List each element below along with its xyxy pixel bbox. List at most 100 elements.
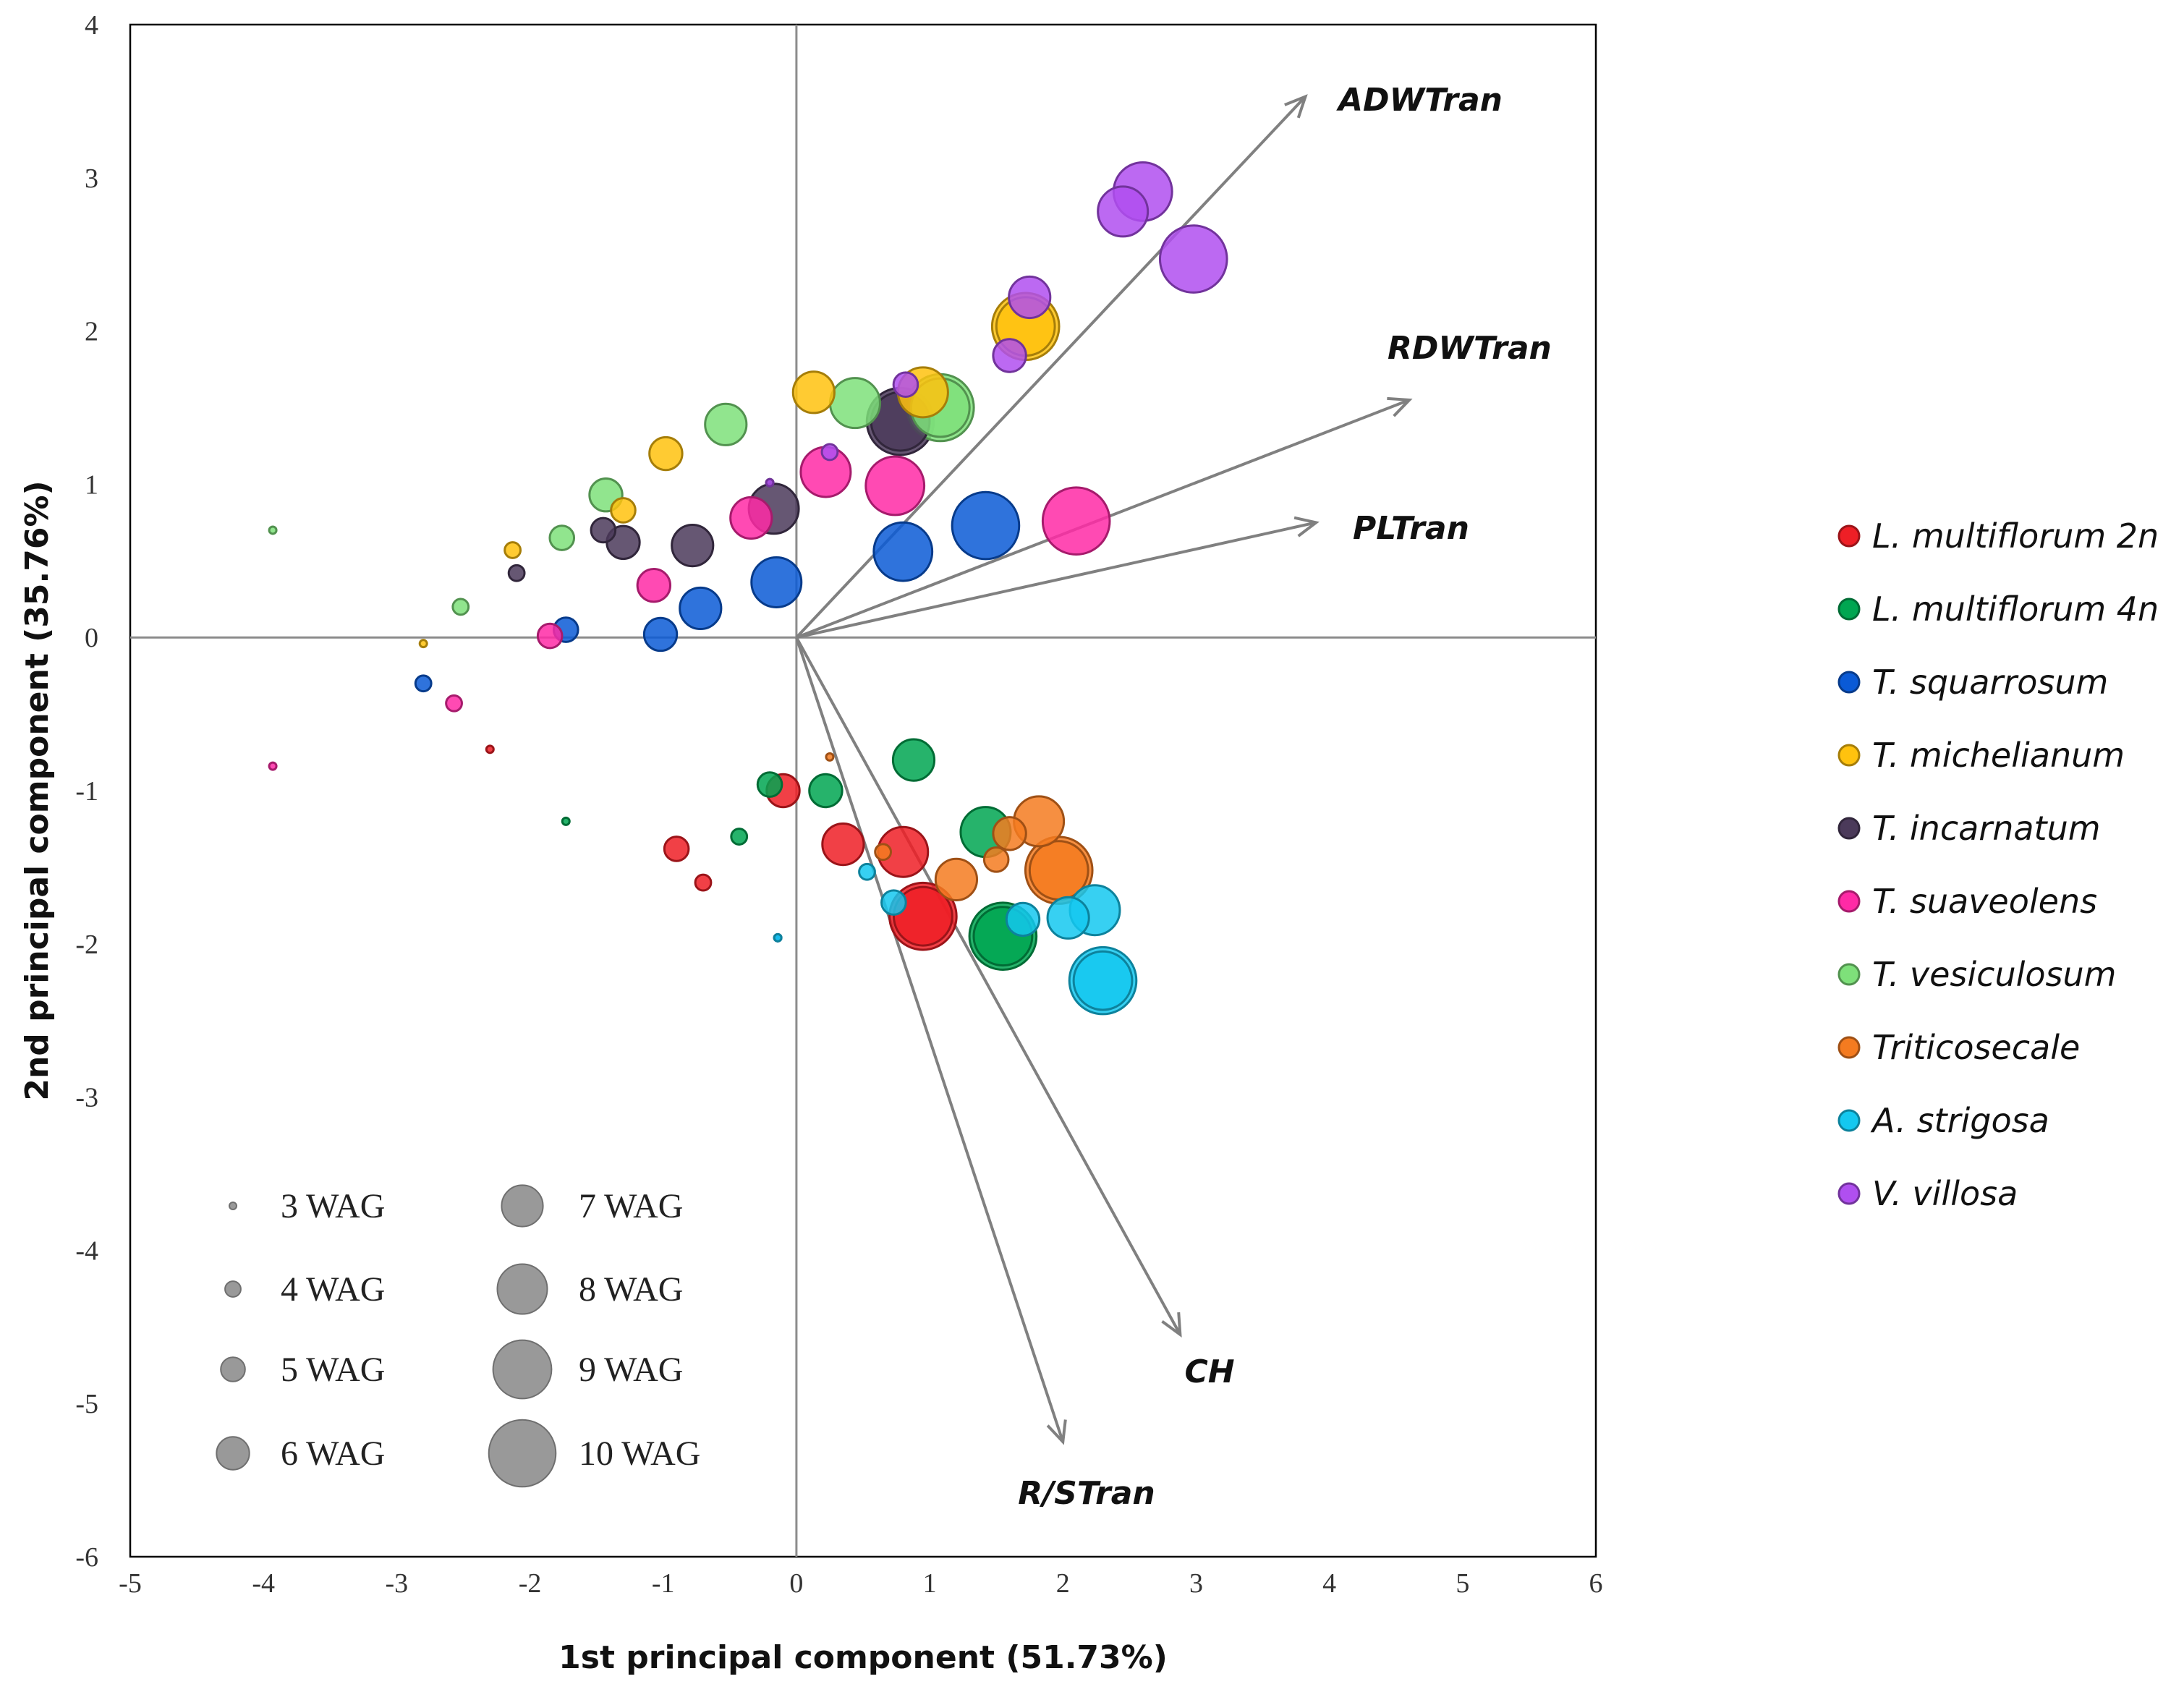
x-tick-label: 6 xyxy=(1589,1568,1603,1599)
legend-marker-triticosecale xyxy=(1837,1036,1861,1059)
size-legend-marker-3-wag xyxy=(229,1202,237,1210)
point-triticosecale-7-wag xyxy=(934,857,979,901)
y-tick-label: -2 xyxy=(75,930,98,960)
point-t-incarnatum-4-wag xyxy=(507,564,526,582)
legend-label-t-michelianum: T. michelianum xyxy=(1872,736,2125,775)
x-tick-label: -4 xyxy=(252,1568,275,1599)
plot-frame xyxy=(129,23,1597,1558)
point-t-squarrosum-9-wag xyxy=(872,521,934,582)
y-tick-label: 0 xyxy=(85,623,98,653)
vector-ch xyxy=(795,637,1182,1338)
point-t-michelianum-6-wag xyxy=(648,435,684,472)
legend-marker-t-incarnatum xyxy=(1837,817,1861,840)
point-v-villosa-4-wag xyxy=(820,443,839,462)
point-t-vesiculosum-7-wag xyxy=(704,402,748,446)
point-t-suaveolens-3-wag xyxy=(268,761,278,771)
vector-label-ch: CH xyxy=(1184,1353,1234,1390)
x-tick-labels: -5 -4 -3 -2 -1 0 1 2 3 4 5 6 xyxy=(119,1568,1602,1599)
point-l-multiflorum-2n-7-wag xyxy=(821,822,865,867)
point-v-villosa-8-wag xyxy=(1097,185,1150,238)
point-a-strigosa-3-wag xyxy=(773,932,783,943)
y-axis-label: 2nd principal component (35.76%) xyxy=(19,480,56,1100)
point-l-multiflorum-2n-5-wag xyxy=(663,836,690,862)
vector-label-rdwtran: RDWTran xyxy=(1388,330,1552,367)
point-v-villosa-7-wag xyxy=(1008,275,1052,320)
x-tick-label: 3 xyxy=(1189,1568,1203,1599)
species-legend: L. multiflorum 2n L. multiflorum 4n T. squ… xyxy=(1837,516,2159,1213)
point-t-squarrosum-6-wag xyxy=(642,616,679,652)
point-t-vesiculosum-8-wag xyxy=(828,377,881,430)
legend-marker-t-michelianum xyxy=(1837,744,1861,767)
legend-marker-a-strigosa xyxy=(1837,1109,1861,1132)
y-tick-label: -3 xyxy=(75,1083,98,1113)
point-triticosecale-5-wag xyxy=(982,846,1010,873)
size-legend: 3 WAG 4 WAG 5 WAG 6 WAG 7 WAG 8 WAG 9 WAG 10 WA… xyxy=(216,1184,700,1488)
vector-r-stran xyxy=(795,637,1067,1445)
size-legend-label-10-wag: 10 WAG xyxy=(579,1434,700,1473)
point-l-multiflorum-4n-6-wag xyxy=(808,773,844,809)
point-l-multiflorum-2n-3-wag xyxy=(485,744,495,754)
y-tick-label: 2 xyxy=(85,317,98,347)
point-triticosecale-3-wag xyxy=(825,752,835,762)
legend-marker-l-multiflorum-4n xyxy=(1837,598,1861,621)
y-tick-label: 1 xyxy=(85,469,98,500)
point-t-vesiculosum-4-wag xyxy=(451,598,470,616)
point-t-squarrosum-10-wag xyxy=(951,490,1021,561)
point-t-incarnatum-7-wag xyxy=(671,524,715,568)
point-l-multiflorum-4n-3-wag xyxy=(561,816,571,826)
vector-label-r-stran: R/STran xyxy=(1018,1475,1155,1512)
point-a-strigosa-4-wag xyxy=(858,862,876,881)
point-t-vesiculosum-3-wag xyxy=(268,525,278,535)
point-t-suaveolens-9-wag xyxy=(864,455,926,516)
size-legend-label-6-wag: 6 WAG xyxy=(281,1434,385,1473)
point-triticosecale-6-wag xyxy=(992,816,1027,851)
loading-vectors: ADWTran RDWTran PLTran CH R/STran xyxy=(795,82,1552,1512)
legend-marker-t-squarrosum xyxy=(1837,671,1861,694)
size-legend-label-8-wag: 8 WAG xyxy=(579,1270,683,1309)
vector-label-adwtran: ADWTran xyxy=(1336,82,1503,119)
point-l-multiflorum-2n-4-wag xyxy=(694,873,713,892)
size-legend-marker-4-wag xyxy=(224,1280,242,1298)
vector-label-pltran: PLTran xyxy=(1353,510,1469,547)
point-t-squarrosum-8-wag xyxy=(750,556,803,608)
size-legend-label-4-wag: 4 WAG xyxy=(281,1270,385,1309)
size-legend-marker-9-wag xyxy=(492,1339,553,1400)
point-t-squarrosum-4-wag xyxy=(414,674,433,693)
point-a-strigosa-9-wag xyxy=(1072,950,1134,1011)
point-t-incarnatum-5-wag xyxy=(590,516,617,544)
point-t-suaveolens-6-wag xyxy=(636,567,672,603)
size-legend-marker-8-wag xyxy=(496,1263,548,1315)
point-a-strigosa-6-wag xyxy=(1005,901,1041,938)
point-v-villosa-5-wag xyxy=(892,371,919,399)
y-tick-labels: 4 3 2 1 0 -1 -2 -3 -4 -5 -6 xyxy=(75,10,98,1573)
size-legend-label-3-wag: 3 WAG xyxy=(281,1187,385,1225)
legend-label-l-multiflorum-4n: L. multiflorum 4n xyxy=(1872,590,2159,629)
size-legend-label-5-wag: 5 WAG xyxy=(281,1351,385,1389)
legend-marker-t-suaveolens xyxy=(1837,890,1861,913)
size-legend-marker-10-wag xyxy=(488,1419,557,1488)
point-t-suaveolens-10-wag xyxy=(1041,486,1111,556)
data-points xyxy=(268,161,1228,1016)
size-legend-marker-6-wag xyxy=(216,1436,250,1471)
point-v-villosa-10-wag xyxy=(1158,224,1228,294)
size-legend-marker-5-wag xyxy=(220,1356,246,1382)
x-tick-label: -2 xyxy=(519,1568,542,1599)
y-tick-label: 3 xyxy=(85,163,98,194)
point-l-multiflorum-4n-4-wag xyxy=(730,828,749,846)
y-tick-label: -1 xyxy=(75,776,98,807)
legend-label-t-vesiculosum: T. vesiculosum xyxy=(1872,955,2116,994)
y-tick-label: 4 xyxy=(85,10,98,41)
legend-label-a-strigosa: A. strigosa xyxy=(1870,1101,2049,1140)
point-t-vesiculosum-5-wag xyxy=(548,524,576,551)
point-v-villosa-6-wag xyxy=(992,338,1027,373)
point-l-multiflorum-4n-5-wag xyxy=(756,771,783,798)
point-t-michelianum-5-wag xyxy=(610,497,637,524)
point-a-strigosa-5-wag xyxy=(880,889,907,916)
x-axis-label: 1st principal component (51.73%) xyxy=(558,1639,1168,1676)
x-tick-label: 0 xyxy=(789,1568,803,1599)
point-triticosecale-4-wag xyxy=(874,843,893,862)
x-tick-label: 2 xyxy=(1056,1568,1070,1599)
x-tick-label: -3 xyxy=(386,1568,409,1599)
x-tick-label: -5 xyxy=(119,1568,142,1599)
